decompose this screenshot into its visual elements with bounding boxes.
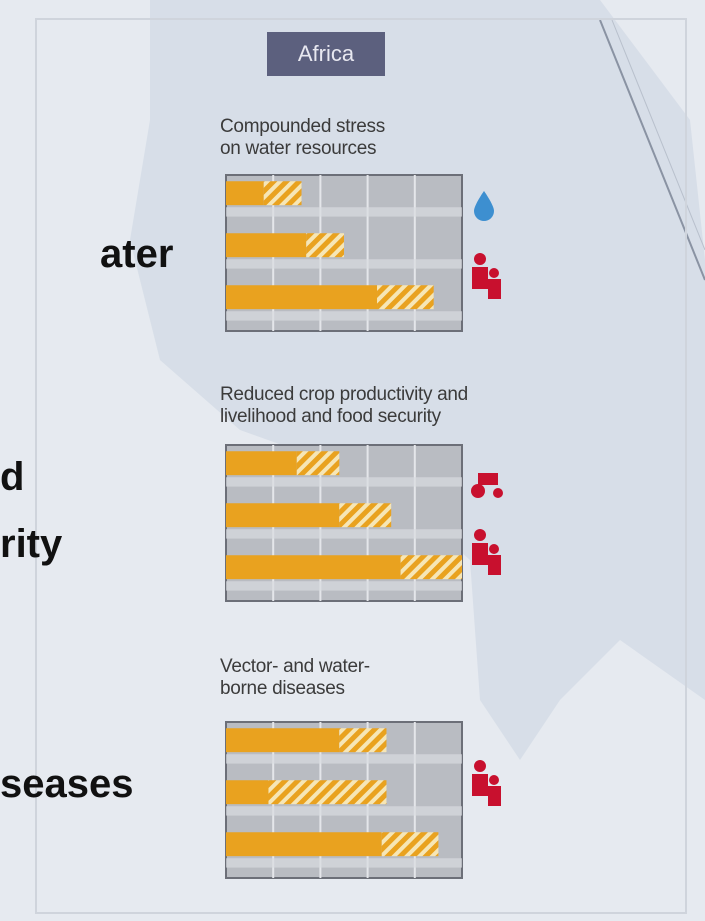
hatched-bar (377, 285, 434, 310)
side-text: d (0, 455, 25, 499)
people-icon (472, 529, 501, 575)
region-label: Africa (267, 32, 385, 76)
side-text: rity (0, 522, 63, 566)
hatched-bar (339, 503, 392, 528)
tractor-icon (471, 473, 503, 498)
bar (226, 555, 401, 580)
row-stripe (226, 806, 462, 816)
row-stripe (226, 311, 462, 321)
people-icon (472, 253, 501, 299)
hatched-bar (339, 728, 387, 753)
bar (226, 832, 382, 857)
people-icon (472, 760, 501, 806)
hatched-bar (306, 233, 344, 258)
row-stripe (226, 754, 462, 764)
bar (226, 285, 378, 310)
hatched-bar (263, 181, 302, 206)
frame (35, 18, 687, 914)
row-stripe (226, 477, 462, 487)
water-icon (474, 191, 494, 221)
bar (226, 451, 297, 476)
row-stripe (226, 858, 462, 868)
side-text: seases (0, 762, 134, 806)
row-stripe (226, 529, 462, 539)
panel-title: Compounded stress on water resources (220, 116, 385, 159)
chart (225, 444, 503, 602)
chart (225, 174, 501, 332)
hatched-bar (381, 832, 439, 857)
bar (226, 728, 340, 753)
bar (226, 503, 340, 528)
bar (226, 780, 269, 805)
row-stripe (226, 581, 462, 591)
chart (225, 721, 501, 879)
bar (226, 233, 307, 258)
hatched-bar (268, 780, 387, 805)
row-stripe (226, 207, 462, 217)
bar (226, 181, 264, 206)
panel-title: Vector- and water- borne diseases (220, 656, 370, 699)
hatched-bar (296, 451, 340, 476)
hatched-bar (400, 555, 462, 580)
row-stripe (226, 259, 462, 269)
side-text: ater (100, 232, 174, 276)
panel-title: Reduced crop productivity and livelihood… (220, 384, 468, 427)
